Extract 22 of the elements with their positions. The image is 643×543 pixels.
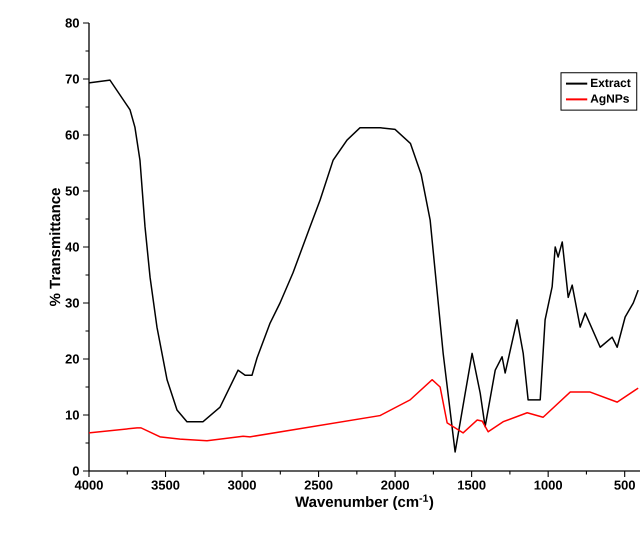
y-tick-label: 10 xyxy=(66,410,79,420)
y-axis-title: % Transmittance xyxy=(49,188,60,306)
x-tick-label: 1500 xyxy=(458,480,486,490)
y-tick-label: 0 xyxy=(72,466,79,476)
x-tick-label: 3000 xyxy=(228,480,256,490)
legend-label: Extract xyxy=(591,78,631,88)
y-tick-label: 70 xyxy=(66,74,79,84)
y-tick-label: 50 xyxy=(65,186,79,196)
y-tick-label: 30 xyxy=(65,298,79,308)
y-tick-label: 40 xyxy=(65,242,79,252)
x-tick-label: 2500 xyxy=(304,480,332,490)
y-tick-label: 80 xyxy=(65,18,79,28)
x-tick-label: 1000 xyxy=(534,480,562,490)
x-tick-label: 3500 xyxy=(151,480,180,490)
x-axis-title: Wavenumber (cm$^{-1}$) xyxy=(295,494,434,510)
line-series xyxy=(88,378,639,442)
y-tick-label: 60 xyxy=(66,130,79,140)
x-tick-label: 4000 xyxy=(74,480,103,490)
y-tick-label: 20 xyxy=(66,354,79,364)
legend-label: AgNPs xyxy=(590,94,629,106)
x-tick-label: 500 xyxy=(614,480,635,490)
x-tick-label: 2000 xyxy=(381,480,409,490)
